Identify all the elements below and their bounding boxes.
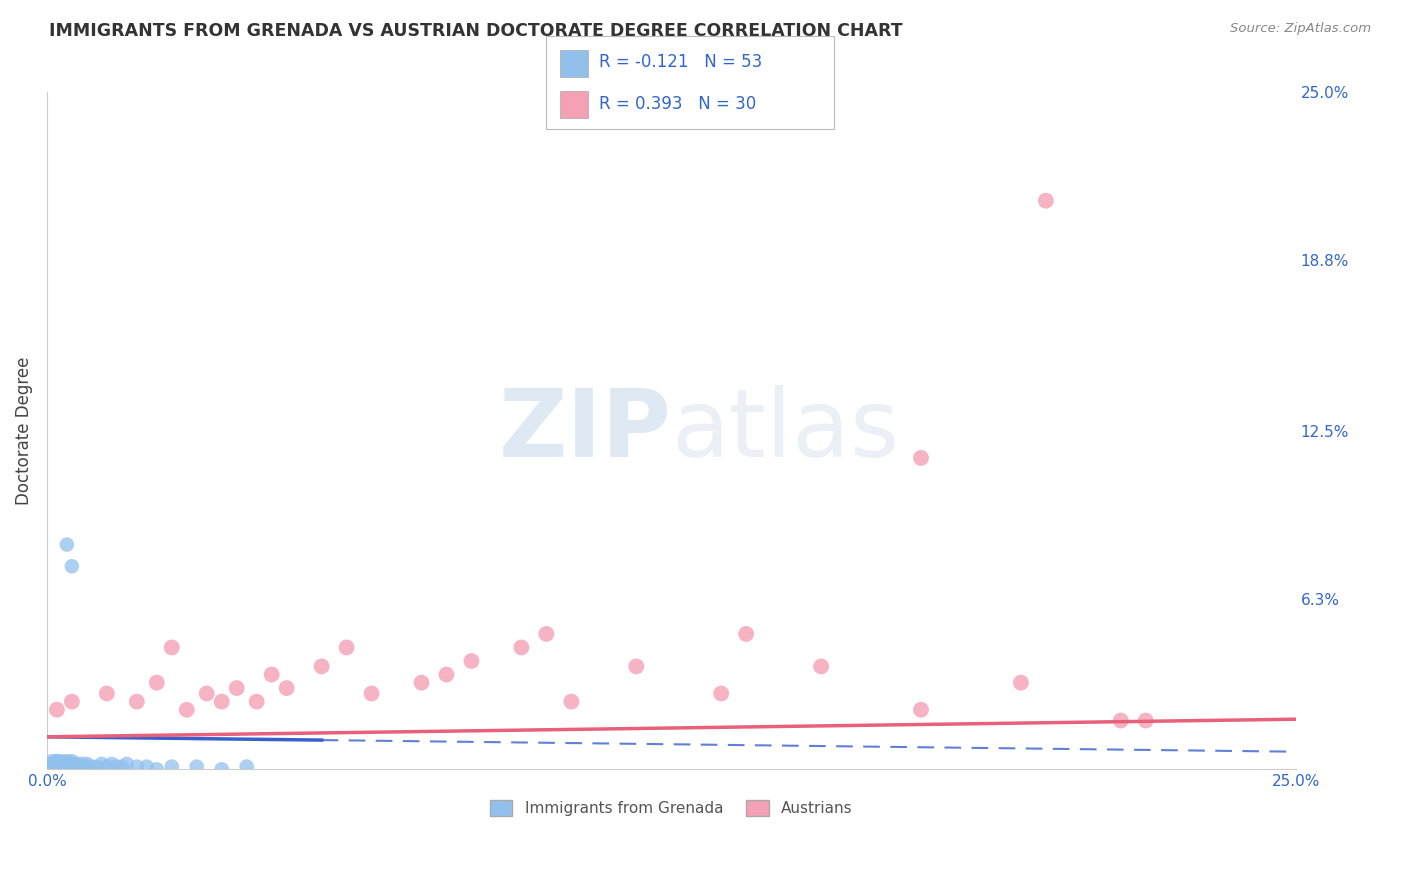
Point xyxy=(60,754,83,768)
Point xyxy=(510,640,533,655)
Point xyxy=(211,695,233,709)
Point xyxy=(96,686,118,700)
Point xyxy=(45,759,67,773)
Point xyxy=(135,759,157,773)
Point xyxy=(436,667,458,681)
Point xyxy=(41,756,63,771)
Point xyxy=(56,756,79,771)
Point xyxy=(810,659,832,673)
Text: atlas: atlas xyxy=(671,384,900,477)
Point xyxy=(60,759,83,773)
Point xyxy=(41,762,63,776)
Text: Source: ZipAtlas.com: Source: ZipAtlas.com xyxy=(1230,22,1371,36)
Point xyxy=(186,759,208,773)
Point xyxy=(246,695,269,709)
Point xyxy=(115,756,138,771)
Point xyxy=(1109,714,1132,728)
Point xyxy=(51,759,73,773)
Point xyxy=(51,756,73,771)
Point xyxy=(41,754,63,768)
Point xyxy=(335,640,357,655)
Y-axis label: Doctorate Degree: Doctorate Degree xyxy=(15,357,32,505)
Point xyxy=(56,759,79,773)
Point xyxy=(560,695,582,709)
Point xyxy=(146,675,169,690)
Text: R = -0.121   N = 53: R = -0.121 N = 53 xyxy=(599,53,762,70)
Point xyxy=(90,756,112,771)
Point xyxy=(45,756,67,771)
Point xyxy=(910,450,932,465)
Point xyxy=(360,686,382,700)
Point xyxy=(41,756,63,771)
Point xyxy=(60,695,83,709)
Point xyxy=(45,756,67,771)
Point xyxy=(45,703,67,717)
Point xyxy=(51,762,73,776)
Text: R = 0.393   N = 30: R = 0.393 N = 30 xyxy=(599,95,756,113)
Point xyxy=(101,756,124,771)
Point xyxy=(56,759,79,773)
Point xyxy=(160,759,183,773)
Point xyxy=(260,667,283,681)
Point xyxy=(45,754,67,768)
Point xyxy=(56,754,79,768)
Point xyxy=(51,759,73,773)
Point xyxy=(626,659,648,673)
Point xyxy=(1135,714,1157,728)
Point xyxy=(45,754,67,768)
Point xyxy=(146,762,169,776)
Text: ZIP: ZIP xyxy=(498,384,671,477)
Point xyxy=(86,759,108,773)
Point xyxy=(66,759,89,773)
Point xyxy=(41,759,63,773)
Point xyxy=(176,703,198,717)
Point xyxy=(45,759,67,773)
Point xyxy=(51,762,73,776)
Point xyxy=(45,762,67,776)
Point xyxy=(45,756,67,771)
Point xyxy=(195,686,218,700)
Point xyxy=(1035,194,1057,208)
Point xyxy=(276,681,298,695)
Point xyxy=(225,681,247,695)
Legend: Immigrants from Grenada, Austrians: Immigrants from Grenada, Austrians xyxy=(484,795,859,822)
Point xyxy=(910,703,932,717)
Point xyxy=(76,759,98,773)
Point xyxy=(311,659,333,673)
Point xyxy=(411,675,433,690)
Point xyxy=(1010,675,1032,690)
Point xyxy=(45,759,67,773)
Point xyxy=(735,627,758,641)
Point xyxy=(211,762,233,776)
Point xyxy=(111,759,134,773)
Point xyxy=(60,756,83,771)
Point xyxy=(70,759,93,773)
Point xyxy=(125,759,148,773)
Point xyxy=(76,756,98,771)
Point xyxy=(710,686,733,700)
Point xyxy=(45,762,67,776)
Point xyxy=(56,537,79,551)
Point xyxy=(125,695,148,709)
Point xyxy=(160,640,183,655)
Point xyxy=(51,756,73,771)
Point xyxy=(41,759,63,773)
Point xyxy=(60,559,83,574)
Point xyxy=(536,627,558,641)
Point xyxy=(460,654,482,668)
Point xyxy=(51,754,73,768)
Point xyxy=(105,759,128,773)
Point xyxy=(70,756,93,771)
Point xyxy=(41,762,63,776)
Point xyxy=(66,756,89,771)
Text: IMMIGRANTS FROM GRENADA VS AUSTRIAN DOCTORATE DEGREE CORRELATION CHART: IMMIGRANTS FROM GRENADA VS AUSTRIAN DOCT… xyxy=(49,22,903,40)
Point xyxy=(235,759,257,773)
Point xyxy=(80,759,103,773)
Point xyxy=(96,759,118,773)
Point xyxy=(41,762,63,776)
